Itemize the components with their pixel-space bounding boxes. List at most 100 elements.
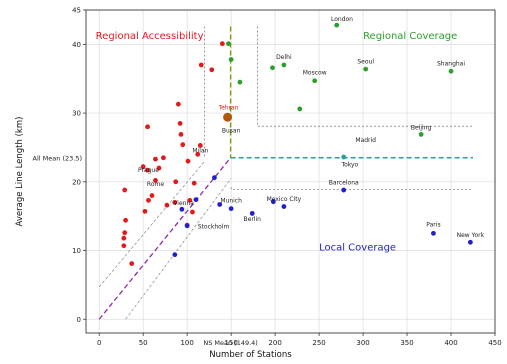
ns-mean-label: NS Mean (149.4) bbox=[203, 339, 258, 347]
data-point bbox=[198, 62, 204, 68]
data-point bbox=[197, 142, 203, 148]
data-point bbox=[341, 187, 347, 193]
data-point bbox=[237, 79, 243, 85]
data-point bbox=[122, 230, 128, 236]
data-point bbox=[185, 158, 191, 164]
data-point bbox=[270, 65, 275, 71]
data-point bbox=[121, 243, 127, 249]
city-label: Busan bbox=[222, 127, 241, 134]
data-point bbox=[156, 165, 162, 171]
data-point bbox=[228, 57, 234, 62]
city-label: Barcelona bbox=[329, 180, 359, 187]
region-label: Regional Accessibility bbox=[96, 31, 204, 42]
x-tick-label: 250 bbox=[312, 339, 325, 347]
y-tick-label: 0 bbox=[77, 316, 81, 324]
data-point bbox=[121, 235, 127, 241]
x-tick-label: 350 bbox=[400, 339, 413, 347]
city-label: Tehran bbox=[217, 105, 238, 112]
city-label: Shanghai bbox=[437, 61, 465, 68]
data-point bbox=[177, 120, 183, 126]
data-point bbox=[172, 252, 178, 258]
diagonal-trend-line bbox=[98, 157, 232, 320]
region-label: Regional Coverage bbox=[363, 31, 457, 42]
data-point bbox=[178, 131, 184, 137]
city-label: Munich bbox=[220, 197, 242, 204]
data-point bbox=[431, 230, 436, 236]
x-tick-label: 100 bbox=[180, 339, 193, 347]
city-label: Paris bbox=[426, 221, 440, 228]
city-label: Mexico City bbox=[267, 196, 302, 203]
x-tick-label: 300 bbox=[356, 339, 369, 347]
data-point bbox=[219, 41, 225, 47]
y-tick-label: 30 bbox=[72, 110, 81, 118]
city-label: London bbox=[331, 16, 353, 23]
data-point bbox=[145, 124, 150, 130]
data-point bbox=[179, 206, 185, 212]
data-point bbox=[226, 41, 231, 47]
data-point bbox=[334, 22, 340, 28]
data-point bbox=[281, 204, 287, 209]
data-point bbox=[467, 239, 473, 245]
data-point bbox=[448, 68, 454, 74]
all-mean-label: All Mean (23.5) bbox=[33, 154, 82, 162]
data-point bbox=[142, 208, 148, 214]
plot-frame bbox=[85, 9, 496, 334]
data-point bbox=[173, 179, 179, 185]
data-point bbox=[175, 101, 181, 107]
data-points bbox=[121, 22, 473, 266]
diag-upper-bound bbox=[98, 160, 205, 288]
x-tick-label: 200 bbox=[268, 339, 281, 347]
data-point bbox=[161, 155, 166, 161]
data-point bbox=[363, 66, 369, 72]
data-point bbox=[145, 167, 150, 173]
data-point bbox=[190, 209, 195, 215]
city-label: Vienna bbox=[173, 200, 194, 207]
x-tick-label: 450 bbox=[488, 339, 501, 347]
y-tick-label: 20 bbox=[72, 178, 81, 186]
city-label: Madrid bbox=[355, 137, 376, 144]
x-axis-label: Number of Stations bbox=[209, 350, 292, 360]
city-label: Berlin bbox=[244, 216, 262, 223]
data-point bbox=[191, 180, 197, 186]
y-axis-label: Average Line Length (km) bbox=[15, 117, 25, 227]
x-tick-label: 0 bbox=[97, 339, 101, 347]
y-tick-label: 10 bbox=[72, 247, 81, 255]
grid bbox=[86, 9, 496, 333]
data-point bbox=[341, 154, 347, 160]
city-label: Stockholm bbox=[198, 224, 230, 231]
x-tick-label: 150 bbox=[224, 339, 237, 347]
y-tick-label: 40 bbox=[72, 41, 81, 49]
diag-lower-bound bbox=[125, 178, 232, 320]
x-tick-label: 50 bbox=[139, 339, 148, 347]
data-point bbox=[187, 197, 193, 203]
point-labels: London Seoul Delhi Moscow Shanghai Tehran Busa… bbox=[96, 16, 485, 254]
city-label: Seoul bbox=[357, 59, 374, 66]
data-point bbox=[153, 156, 158, 162]
data-point bbox=[418, 131, 424, 137]
coverage-boundary-upper bbox=[257, 26, 474, 127]
city-label: Delhi bbox=[276, 54, 292, 61]
data-point bbox=[153, 178, 158, 183]
city-label: Rome bbox=[147, 181, 164, 188]
data-point bbox=[172, 200, 178, 205]
data-point bbox=[270, 199, 276, 205]
data-point bbox=[123, 217, 128, 223]
data-point bbox=[122, 187, 128, 193]
city-label: New York bbox=[457, 232, 485, 239]
data-point bbox=[281, 62, 287, 68]
y-tick-label: 45 bbox=[72, 7, 81, 15]
data-point bbox=[195, 151, 201, 157]
city-label: Moscow bbox=[303, 70, 327, 77]
data-point bbox=[164, 202, 170, 208]
data-point bbox=[312, 78, 318, 84]
data-point bbox=[249, 211, 255, 216]
city-label: Milan bbox=[192, 147, 208, 154]
guide-lines bbox=[98, 26, 474, 320]
data-point bbox=[297, 106, 303, 112]
data-point bbox=[129, 261, 135, 266]
data-point bbox=[217, 202, 223, 207]
x-tick-label: 400 bbox=[444, 339, 457, 347]
data-point bbox=[184, 223, 190, 229]
